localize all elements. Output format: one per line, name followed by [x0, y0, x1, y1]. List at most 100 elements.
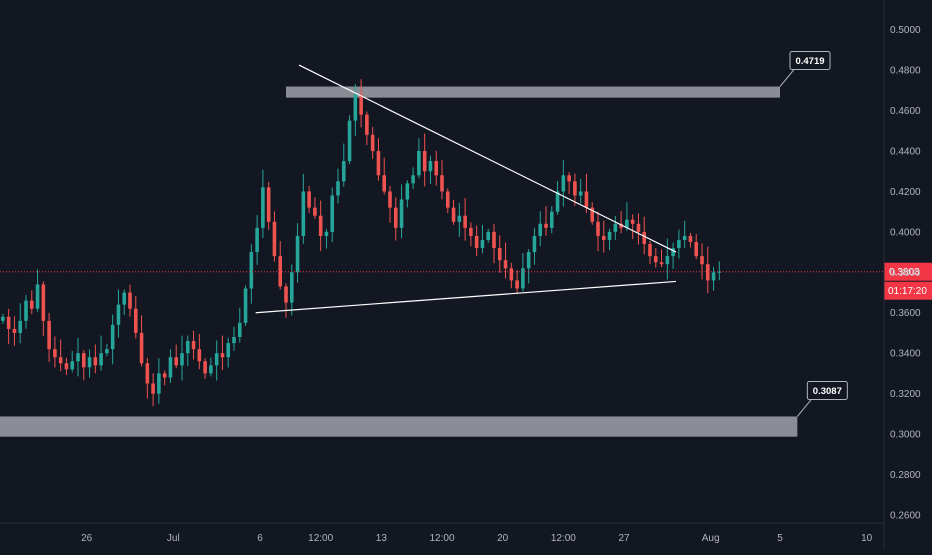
candle-body: [521, 268, 525, 289]
candle-body: [41, 284, 46, 321]
y-tick-label: 0.3600: [890, 308, 921, 319]
candle-body: [168, 357, 173, 378]
candle-body: [151, 383, 155, 394]
candle-body: [133, 308, 138, 333]
candle-body: [630, 219, 635, 224]
candle-body: [705, 264, 710, 281]
candle-body: [405, 183, 410, 200]
candle-body: [573, 181, 577, 196]
candle-body: [128, 292, 132, 309]
x-tick-label: 12:00: [308, 533, 333, 544]
candle-body: [607, 231, 612, 240]
candle-body: [341, 161, 346, 182]
candle-body: [318, 215, 323, 236]
candle-body: [197, 349, 202, 362]
candle-body: [596, 221, 600, 236]
candle-body: [18, 320, 23, 333]
candle-body: [266, 187, 271, 222]
y-tick-label: 0.4200: [890, 187, 921, 198]
candle-body: [29, 300, 34, 309]
candle-body: [185, 341, 190, 354]
annotation-pointer-1: [796, 399, 812, 417]
candle-body: [382, 175, 387, 192]
candle-body: [261, 187, 265, 228]
y-tick-label: 0.4800: [890, 66, 921, 77]
candle-body: [665, 256, 670, 265]
candle-body: [700, 256, 704, 265]
y-tick-label: 0.3800: [890, 268, 921, 279]
candle-body: [388, 191, 392, 208]
y-tick-label: 0.3000: [890, 430, 921, 441]
x-tick-label: 6: [257, 533, 263, 544]
candle-body: [613, 223, 618, 232]
candle-body: [237, 322, 242, 338]
annotation-pointer-0: [779, 69, 795, 87]
candle-body: [711, 272, 716, 281]
candle-body: [53, 349, 57, 358]
candle-body: [232, 337, 236, 344]
candle-body: [24, 300, 28, 321]
candle-body: [278, 256, 283, 287]
x-tick-label: 26: [81, 533, 93, 544]
candle-body: [162, 373, 167, 378]
x-tick-label: 20: [497, 533, 509, 544]
candle-body: [243, 288, 248, 323]
x-tick-label: 12:00: [551, 533, 576, 544]
candle-body: [209, 365, 213, 374]
candle-body: [313, 207, 317, 216]
candle-body: [174, 357, 179, 366]
candle-body: [365, 114, 369, 135]
candle-body: [272, 221, 277, 257]
countdown-label: 01:17:20: [888, 286, 927, 297]
candle-body: [469, 227, 473, 236]
trendline-1: [255, 280, 677, 314]
candle-body: [180, 353, 184, 366]
candle-body: [76, 353, 80, 362]
candle-body: [370, 134, 375, 152]
candle-body: [58, 357, 63, 364]
candle-body: [116, 304, 121, 325]
candle-body: [544, 223, 548, 228]
annotation-label-0: 0.4719: [795, 56, 824, 67]
candle-body: [191, 341, 196, 350]
candle-body: [47, 320, 51, 350]
current-price-label: 0.3803: [889, 267, 920, 278]
candle-body: [417, 151, 421, 176]
x-tick-label: Aug: [702, 533, 720, 544]
candle-body: [486, 231, 491, 240]
trendline-0: [298, 64, 677, 253]
candle-body: [601, 235, 606, 240]
annotation-label-1: 0.3087: [813, 386, 842, 397]
candle-body: [249, 252, 254, 289]
candle-body: [411, 175, 415, 184]
candle-body: [64, 363, 69, 370]
candle-body: [503, 260, 508, 269]
candle-body: [307, 191, 311, 208]
candle-body: [93, 357, 98, 366]
candle-body: [578, 191, 583, 196]
candle-body: [457, 215, 462, 222]
candle-body: [434, 161, 439, 176]
candle-body: [70, 361, 75, 370]
candle-body: [393, 207, 398, 228]
candle-body: [353, 94, 358, 121]
candle-body: [295, 235, 300, 273]
candle-body: [526, 252, 531, 269]
candle-body: [642, 231, 647, 245]
candle-body: [347, 120, 352, 162]
candle-body: [515, 280, 519, 289]
candle-body: [717, 271, 722, 273]
candle-body: [451, 207, 456, 222]
candle-body: [1, 316, 5, 321]
x-tick-label: Jul: [167, 533, 180, 544]
candle-body: [428, 161, 433, 172]
candle-body: [561, 175, 566, 192]
candle-body: [619, 223, 623, 228]
zone-1: [0, 416, 798, 437]
candle-body: [682, 235, 687, 240]
candle-body: [301, 191, 306, 236]
candle-body: [399, 199, 404, 228]
candle-body: [105, 349, 109, 354]
candle-body: [440, 175, 444, 192]
